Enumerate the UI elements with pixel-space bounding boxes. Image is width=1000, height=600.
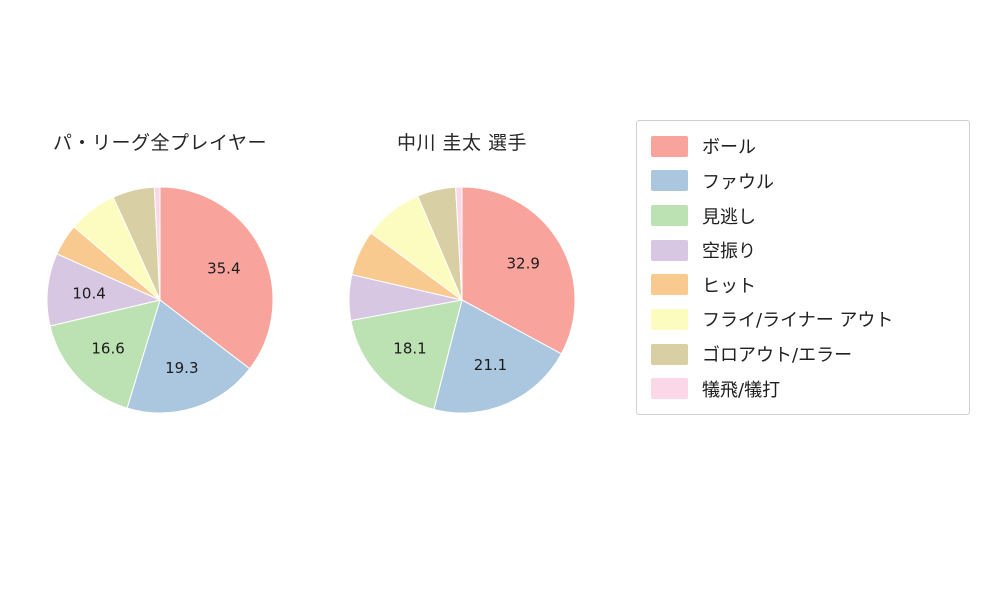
pie-value-label: 19.3 — [165, 359, 198, 377]
legend-item-swinging-strike: 空振り — [643, 234, 963, 266]
pie-value-label: 10.4 — [72, 284, 105, 302]
pie-slice — [455, 186, 463, 301]
pie-value-label: 18.1 — [393, 340, 426, 358]
legend-label-hit: ヒット — [702, 275, 756, 297]
legend-label-ground-out-error: ゴロアウト/エラー — [702, 345, 853, 367]
pie-slice — [159, 186, 274, 370]
legend-item-called-strike: 見逃し — [643, 200, 963, 232]
pie-slice — [153, 186, 161, 301]
legend-swatch-sacrifice — [651, 378, 688, 400]
legend-label-sacrifice: 犠飛/犠打 — [702, 379, 781, 401]
legend-item-hit: ヒット — [643, 269, 963, 301]
legend-swatch-ground-out-error — [651, 343, 688, 365]
pie-value-label: 21.1 — [474, 356, 507, 374]
legend-item-sacrifice: 犠飛/犠打 — [643, 373, 963, 405]
legend-swatch-swinging-strike — [651, 239, 688, 261]
pie-slice — [461, 186, 576, 355]
legend-label-foul: ファウル — [702, 171, 774, 193]
pie-chart-league: 35.4 19.3 16.6 10.4 — [46, 186, 274, 414]
legend-label-swinging-strike: 空振り — [702, 241, 756, 263]
legend-item-fly-liner-out: フライ/ライナー アウト — [643, 303, 963, 335]
legend-item-ball: ボール — [643, 130, 963, 162]
legend-item-ground-out-error: ゴロアウト/エラー — [643, 338, 963, 370]
legend-swatch-fly-liner-out — [651, 308, 688, 330]
legend-swatch-hit — [651, 274, 688, 296]
legend-swatch-called-strike — [651, 205, 688, 227]
chart-title-league: パ・リーグ全プレイヤー — [53, 132, 267, 154]
chart-title-player: 中川 圭太 選手 — [396, 132, 528, 154]
pie-slice — [46, 253, 162, 327]
legend-swatch-foul — [651, 170, 688, 192]
legend-item-foul: ファウル — [643, 165, 963, 197]
pie-value-label: 16.6 — [91, 340, 124, 358]
legend-label-called-strike: 見逃し — [702, 206, 756, 228]
pie-chart-player: 32.9 21.1 18.1 — [348, 186, 576, 414]
pie-value-label: 32.9 — [506, 255, 539, 273]
legend-swatch-ball — [651, 135, 688, 157]
pie-slice — [49, 299, 161, 409]
pie-slice — [433, 299, 563, 414]
pie-value-label: 35.4 — [207, 260, 240, 278]
pie-slice — [126, 299, 251, 414]
legend: ボール ファウル 見逃し 空振り ヒット フライ/ライナー アウト ゴロアウト/… — [636, 120, 970, 415]
pie-slice — [350, 299, 463, 411]
legend-label-fly-liner-out: フライ/ライナー アウト — [702, 310, 894, 332]
legend-label-ball: ボール — [702, 137, 756, 159]
